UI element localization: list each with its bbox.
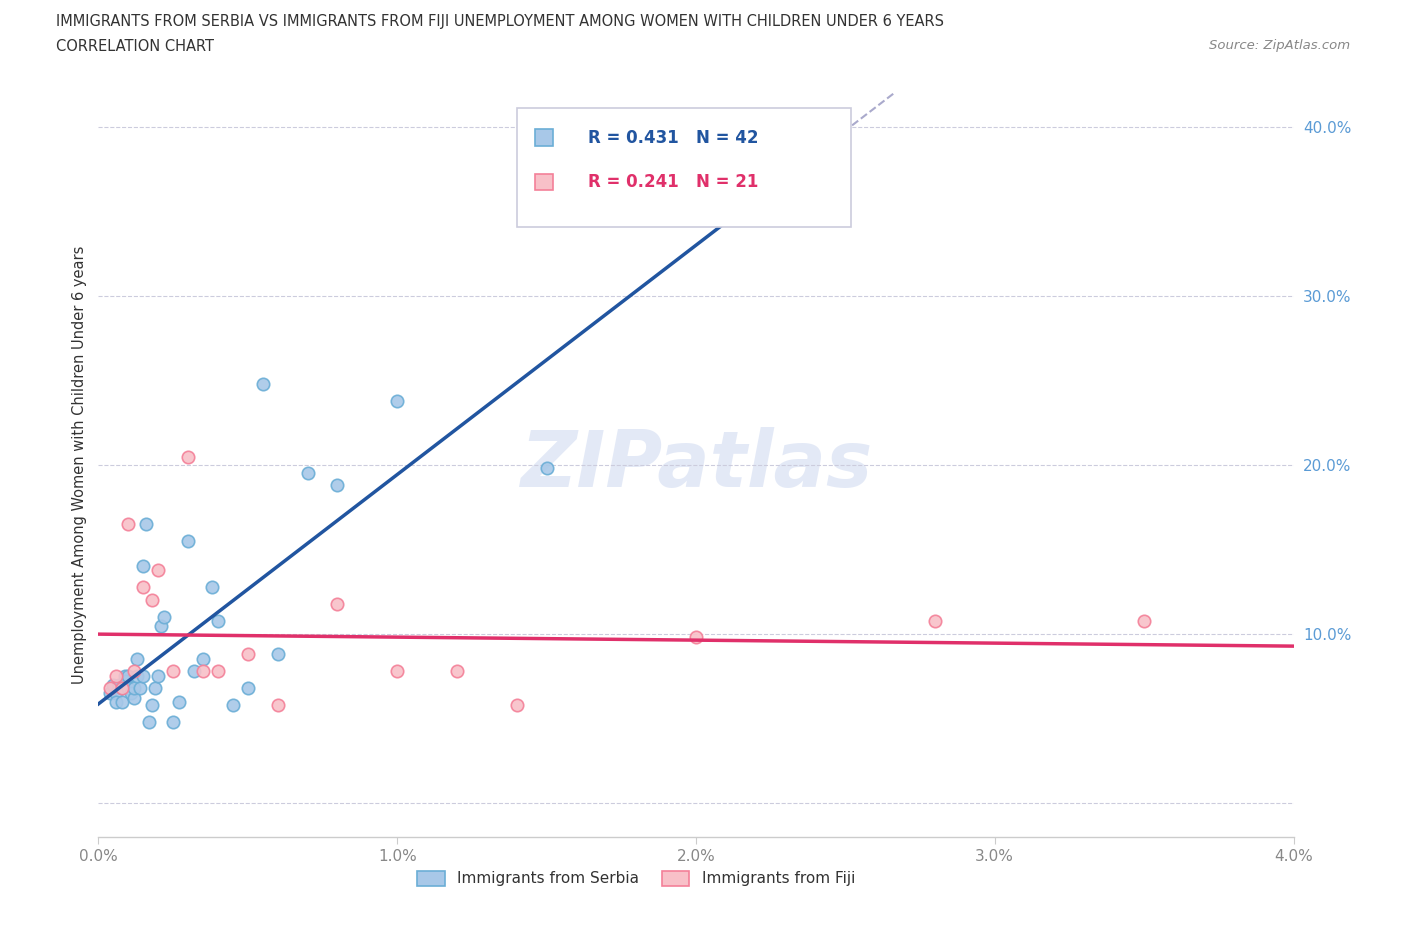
Text: Source: ZipAtlas.com: Source: ZipAtlas.com [1209,39,1350,52]
Y-axis label: Unemployment Among Women with Children Under 6 years: Unemployment Among Women with Children U… [72,246,87,684]
Point [98,681,122,696]
Point [191,652,214,667]
Point [132,579,155,594]
FancyBboxPatch shape [534,129,553,146]
Point [252,377,274,392]
Text: ZIPatlas: ZIPatlas [520,427,872,503]
Point [177,449,200,464]
Point [135,517,157,532]
Point [177,534,200,549]
Point [506,698,529,712]
Text: R = 0.431   N = 42: R = 0.431 N = 42 [589,128,759,147]
Point [120,685,142,700]
FancyBboxPatch shape [517,108,852,227]
Point [536,461,558,476]
Point [267,647,290,662]
Point [124,691,146,706]
Point [141,698,163,712]
Point [105,685,128,700]
Point [236,647,259,662]
Point [124,664,146,679]
Point [222,698,245,712]
FancyBboxPatch shape [534,174,553,191]
Point [105,695,128,710]
Point [148,563,170,578]
Point [924,613,946,628]
Point [103,677,125,692]
Point [236,681,259,696]
Point [297,466,319,481]
Point [117,681,139,696]
Point [150,618,173,633]
Point [105,669,128,684]
Point [127,652,149,667]
Point [385,664,409,679]
Point [117,669,139,684]
Text: R = 0.241   N = 21: R = 0.241 N = 21 [589,173,759,192]
Point [143,681,166,696]
Point [191,664,214,679]
Point [124,681,146,696]
Point [201,579,224,594]
Point [114,669,136,684]
Point [167,695,190,710]
Point [141,592,163,607]
Point [685,207,707,222]
Point [114,674,136,689]
Point [111,681,134,696]
Text: CORRELATION CHART: CORRELATION CHART [56,39,214,54]
Point [385,393,409,408]
Point [685,630,707,644]
Point [1133,613,1156,628]
Point [207,664,229,679]
Text: IMMIGRANTS FROM SERBIA VS IMMIGRANTS FROM FIJI UNEMPLOYMENT AMONG WOMEN WITH CHI: IMMIGRANTS FROM SERBIA VS IMMIGRANTS FRO… [56,14,945,29]
Point [132,669,155,684]
Point [326,478,349,493]
Point [111,695,134,710]
Point [117,517,139,532]
Point [138,714,160,729]
Point [267,698,290,712]
Point [98,685,122,700]
Point [183,664,205,679]
Legend: Immigrants from Serbia, Immigrants from Fiji: Immigrants from Serbia, Immigrants from … [411,864,862,893]
Point [129,681,152,696]
Point [127,669,149,684]
Point [148,669,170,684]
Point [446,664,468,679]
Point [153,610,176,625]
Point [132,559,155,574]
Point [108,677,131,692]
Point [207,613,229,628]
Point [162,714,184,729]
Point [326,596,349,611]
Point [111,681,134,696]
Point [162,664,184,679]
